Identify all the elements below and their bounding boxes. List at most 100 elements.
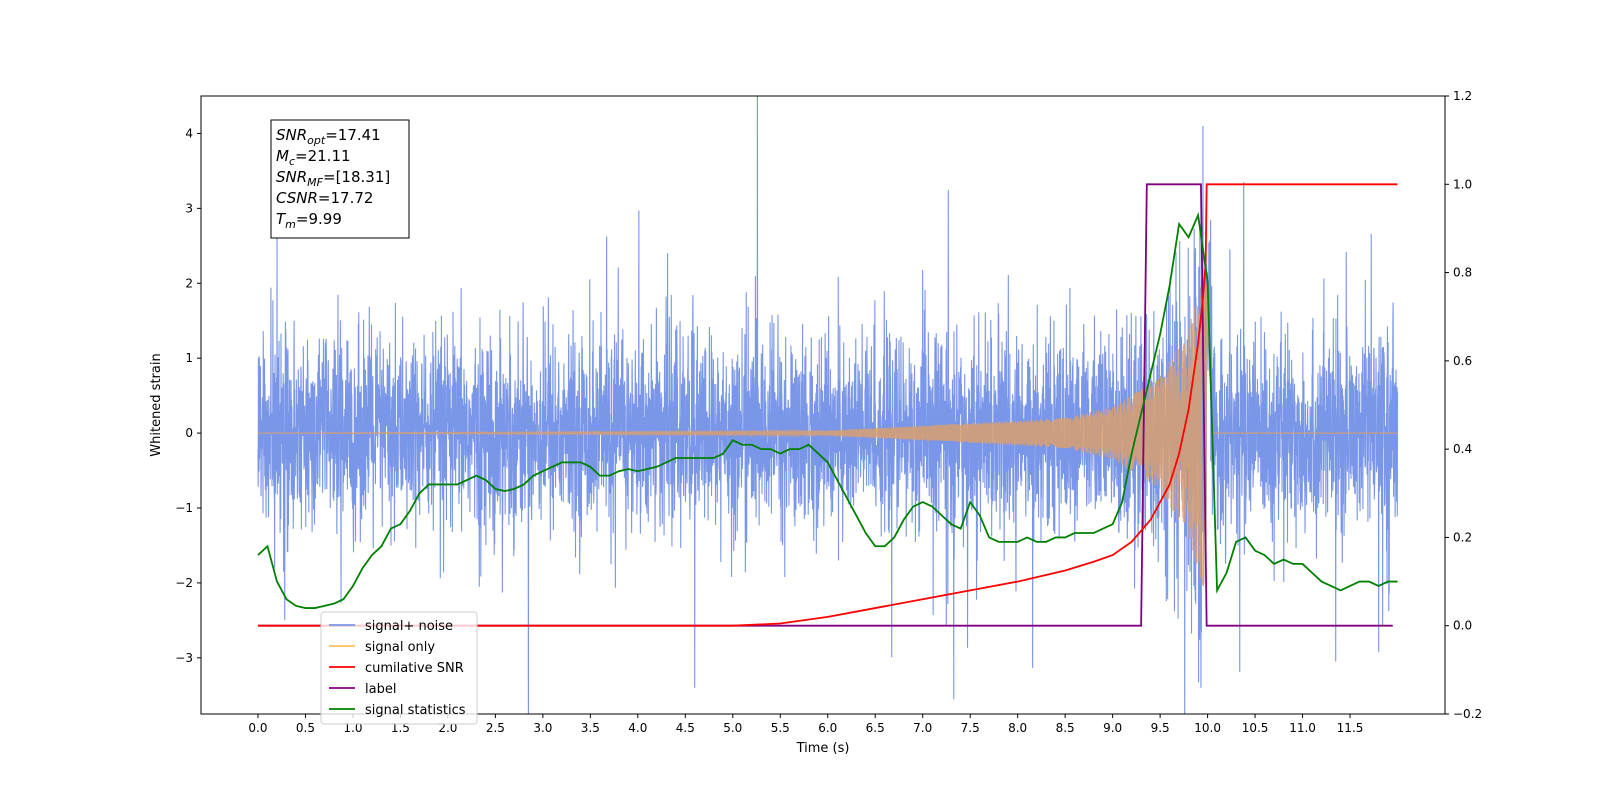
y2-tick: 1.2 xyxy=(1445,89,1472,103)
y2-tick-label: 0.0 xyxy=(1453,619,1472,633)
x-tick: 11.5 xyxy=(1337,714,1364,735)
y2-tick-label: 0.4 xyxy=(1453,442,1472,456)
x-tick: 2.5 xyxy=(486,714,505,735)
x-tick-label: 5.0 xyxy=(723,721,742,735)
plot-area-frame xyxy=(200,95,1446,715)
y-tick: 0 xyxy=(185,426,201,440)
y2-tick: 1.0 xyxy=(1445,177,1472,191)
y-tick-label: 4 xyxy=(185,126,193,140)
x-tick: 7.0 xyxy=(913,714,932,735)
annotation-frame xyxy=(270,119,410,239)
legend-entry: signal statistics xyxy=(329,703,466,718)
y2-tick: −0.2 xyxy=(1445,707,1482,721)
x-axis-ticks: 0.0 0.5 1.0 1.5 2.0 2.5 3.0 3.5 4.0 4.5 5.0 5.5 6.0 6… xyxy=(248,714,1363,735)
y2-axis-ticks: −0.2 0.0 0.2 0.4 0.6 0.8 1.0 1.2 xyxy=(1445,89,1482,721)
y-tick-label: −1 xyxy=(175,501,193,515)
legend-label: signal statistics xyxy=(365,703,466,718)
y-tick-label: 1 xyxy=(185,351,193,365)
x-tick: 6.5 xyxy=(866,714,885,735)
legend-entry: signal+ noise xyxy=(329,619,453,634)
legend-label: label xyxy=(365,682,396,697)
x-tick: 11.0 xyxy=(1289,714,1316,735)
x-tick-label: 10.0 xyxy=(1194,721,1221,735)
y2-tick: 0.8 xyxy=(1445,266,1472,280)
x-tick-label: 11.5 xyxy=(1337,721,1364,735)
stats-annotation-box: SNRopt=17.41Mc=21.11SNRMF=[18.31]CSNR=17… xyxy=(270,119,410,239)
x-tick: 10.0 xyxy=(1194,714,1221,735)
x-tick-label: 8.0 xyxy=(1008,721,1027,735)
x-tick-label: 0.5 xyxy=(296,721,315,735)
annotation-subscript: MF xyxy=(307,176,323,189)
annotation-value: =[18.31] xyxy=(323,168,390,186)
y2-tick-label: 1.2 xyxy=(1453,89,1472,103)
legend-entry: label xyxy=(329,682,396,697)
x-tick-label: 8.5 xyxy=(1056,721,1075,735)
y2-tick: 0.2 xyxy=(1445,530,1472,544)
x-tick: 10.5 xyxy=(1242,714,1269,735)
x-tick-label: 9.5 xyxy=(1151,721,1170,735)
y-axis-label: Whitened strain xyxy=(149,353,164,456)
x-tick-label: 7.5 xyxy=(961,721,980,735)
annotation-line: Mc=21.11 xyxy=(276,147,351,168)
x-tick-label: 6.5 xyxy=(866,721,885,735)
x-tick: 7.5 xyxy=(961,714,980,735)
series-line-cumilative-snr xyxy=(257,183,1398,627)
x-tick: 9.0 xyxy=(1103,714,1122,735)
x-tick-label: 2.5 xyxy=(486,721,505,735)
annotation-symbol: T xyxy=(276,210,287,228)
x-tick: 8.5 xyxy=(1056,714,1075,735)
y2-tick-label: 1.0 xyxy=(1453,177,1472,191)
y-axis-ticks: −3 −2 −1 0 1 2 3 4 xyxy=(175,126,201,665)
series-line-label xyxy=(257,183,1393,627)
x-tick-label: 9.0 xyxy=(1103,721,1122,735)
y2-tick-label: −0.2 xyxy=(1453,707,1482,721)
annotation-line: SNRopt=17.41 xyxy=(276,126,381,147)
y2-tick: 0.6 xyxy=(1445,354,1472,368)
y2-tick: 0.0 xyxy=(1445,619,1472,633)
y-tick-label: 3 xyxy=(185,201,193,215)
x-tick-label: 3.5 xyxy=(581,721,600,735)
y-tick-label: −2 xyxy=(175,576,193,590)
annotation-symbol: SNR xyxy=(276,168,307,186)
x-tick-label: 7.0 xyxy=(913,721,932,735)
annotation-symbol: SNR xyxy=(276,126,307,144)
annotation-line: CSNR=17.72 xyxy=(276,189,373,207)
y2-tick-label: 0.6 xyxy=(1453,354,1472,368)
y-tick: −1 xyxy=(175,501,201,515)
x-tick: 3.5 xyxy=(581,714,600,735)
x-tick-label: 0.0 xyxy=(248,721,267,735)
annotation-value: =17.72 xyxy=(318,189,374,207)
annotation-line: SNRMF=[18.31] xyxy=(276,168,390,189)
x-tick: 9.5 xyxy=(1151,714,1170,735)
x-tick-label: 4.0 xyxy=(628,721,647,735)
x-tick: 5.5 xyxy=(771,714,790,735)
y-tick-label: 0 xyxy=(185,426,193,440)
x-tick-label: 5.5 xyxy=(771,721,790,735)
x-tick: 4.0 xyxy=(628,714,647,735)
y-tick: −3 xyxy=(175,651,201,665)
legend: signal+ noise signal only cumilative SNR la… xyxy=(320,611,478,725)
y2-tick-label: 0.8 xyxy=(1453,266,1472,280)
series-line-signal-statistics xyxy=(257,211,1398,609)
x-tick: 4.5 xyxy=(676,714,695,735)
y-tick: 2 xyxy=(185,276,201,290)
annotation-symbol: M xyxy=(276,147,289,165)
annotation-symbol: CSNR xyxy=(276,189,318,207)
legend-label: signal+ noise xyxy=(365,619,453,634)
annotation-value: =9.99 xyxy=(296,210,342,228)
x-tick-label: 10.5 xyxy=(1242,721,1269,735)
x-tick: 0.5 xyxy=(296,714,315,735)
x-tick: 6.0 xyxy=(818,714,837,735)
legend-frame xyxy=(320,611,478,725)
y-tick: 1 xyxy=(185,351,201,365)
legend-entry: signal only xyxy=(329,640,435,655)
x-tick: 0.0 xyxy=(248,714,268,735)
x-tick: 3.0 xyxy=(533,714,552,735)
legend-entry: cumilative SNR xyxy=(329,661,464,676)
annotation-line: Tm=9.99 xyxy=(276,210,342,231)
legend-label: cumilative SNR xyxy=(365,661,464,676)
annotation-value: =21.11 xyxy=(295,147,351,165)
annotation-subscript: c xyxy=(289,155,295,168)
annotation-subscript: opt xyxy=(307,134,326,147)
